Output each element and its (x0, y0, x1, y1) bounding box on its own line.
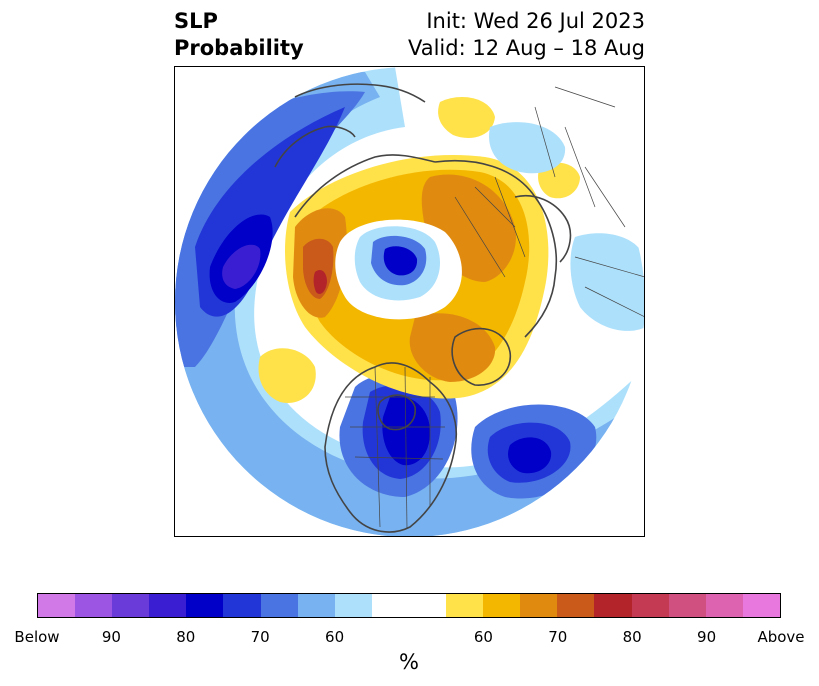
colorbar-tick-label: 80 (176, 628, 196, 646)
colorbar-swatch (631, 594, 669, 617)
colorbar-swatch (371, 594, 409, 617)
colorbar-tick-label: 70 (250, 628, 270, 646)
probability-map (174, 66, 645, 537)
colorbar-swatch (112, 594, 150, 617)
light-blue-northeast (489, 122, 566, 174)
greenland-coast (451, 327, 511, 386)
coastlines (274, 83, 572, 533)
colorbar-swatch (334, 594, 372, 617)
colorbar-swatch (38, 594, 76, 617)
colorbar-tick-label: Below (14, 628, 60, 646)
valid-range: Valid: 12 Aug – 18 Aug (407, 36, 645, 60)
colorbar-swatch (668, 594, 706, 617)
yellow-northeast (538, 162, 580, 199)
colorbar-swatch (557, 594, 595, 617)
light-blue-east (570, 233, 644, 331)
title-left: SLP Probability (174, 8, 304, 62)
colorbar-swatch (742, 594, 780, 617)
red-arctic (313, 270, 327, 294)
alaska-coast (274, 125, 356, 168)
colorbar-swatch (149, 594, 187, 617)
deep-blue-pole (383, 246, 418, 276)
colorbar-swatch (483, 594, 521, 617)
asia-coast-north (294, 83, 426, 103)
colorbar-tick-label: 90 (697, 628, 717, 646)
yellow-west (258, 348, 316, 403)
north-america-coast (324, 362, 457, 533)
boundaries (345, 86, 644, 530)
europe-coast (514, 195, 572, 263)
colorbar-swatch (520, 594, 558, 617)
yellow-top (438, 97, 495, 138)
map-fill-layer (175, 67, 644, 536)
colorbar-swatch (260, 594, 298, 617)
map-svg (175, 67, 644, 536)
hudson-bay (377, 394, 416, 431)
colorbar-swatch (186, 594, 224, 617)
eurasia-coast (434, 159, 558, 338)
colorbar-tick-label: 90 (101, 628, 121, 646)
blue-deep-atlantic (508, 437, 552, 474)
colorbar-swatch (408, 594, 447, 617)
colorbar-swatch (446, 594, 484, 617)
colorbar-swatch (594, 594, 632, 617)
colorbar (37, 593, 781, 618)
init-date: Init: Wed 26 Jul 2023 (426, 9, 645, 33)
colorbar-tick-label: Above (757, 628, 805, 646)
colorbar-swatch (705, 594, 743, 617)
indigo-core-west (222, 244, 261, 289)
colorbar-swatch (297, 594, 335, 617)
colorbar-tick-label: 60 (325, 628, 345, 646)
title-product: Probability (174, 36, 304, 60)
arctic-coast-west (294, 154, 436, 218)
colorbar-tick-label: 70 (548, 628, 568, 646)
blue-deep-namerica (382, 396, 430, 466)
colorbar-tick-label: 80 (622, 628, 642, 646)
title-variable: SLP (174, 9, 218, 33)
colorbar-unit: % (399, 650, 419, 674)
colorbar-swatch (75, 594, 113, 617)
colorbar-tick-label: 60 (473, 628, 493, 646)
colorbar-swatch (223, 594, 261, 617)
title-right: Init: Wed 26 Jul 2023 Valid: 12 Aug – 18… (408, 8, 645, 62)
